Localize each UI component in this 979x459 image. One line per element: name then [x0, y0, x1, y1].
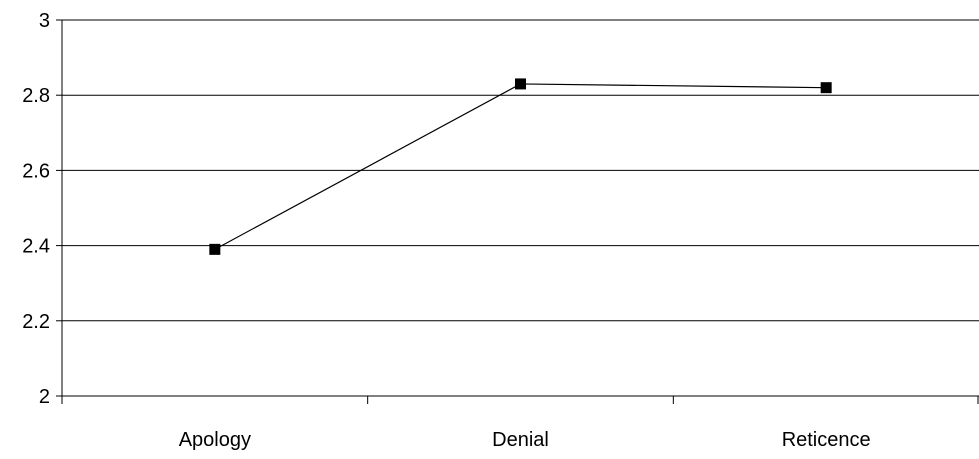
data-point-apology	[209, 243, 221, 255]
y-tick-label-4: 2.8	[22, 85, 50, 107]
x-tick-labels: Apology Denial Reticence	[179, 429, 871, 451]
y-tick-labels: 2 2.2 2.4 2.6 2.8 3	[22, 10, 50, 408]
y-tick-label-0: 2	[39, 386, 50, 408]
y-tick-label-1: 2.2	[22, 311, 50, 333]
data-point-denial	[515, 78, 526, 90]
y-tick-label-2: 2.4	[22, 236, 50, 258]
x-tick-label-2: Reticence	[782, 429, 871, 451]
y-tick-label-3: 2.6	[22, 160, 50, 182]
series-group	[209, 78, 832, 255]
x-tick-label-1: Denial	[492, 429, 549, 451]
data-point-reticence	[820, 82, 832, 94]
series-line-0	[214, 83, 827, 250]
y-tick-label-5: 3	[39, 10, 50, 32]
x-tick-label-0: Apology	[179, 429, 251, 451]
y-gridlines	[62, 19, 979, 322]
axes	[56, 19, 979, 404]
